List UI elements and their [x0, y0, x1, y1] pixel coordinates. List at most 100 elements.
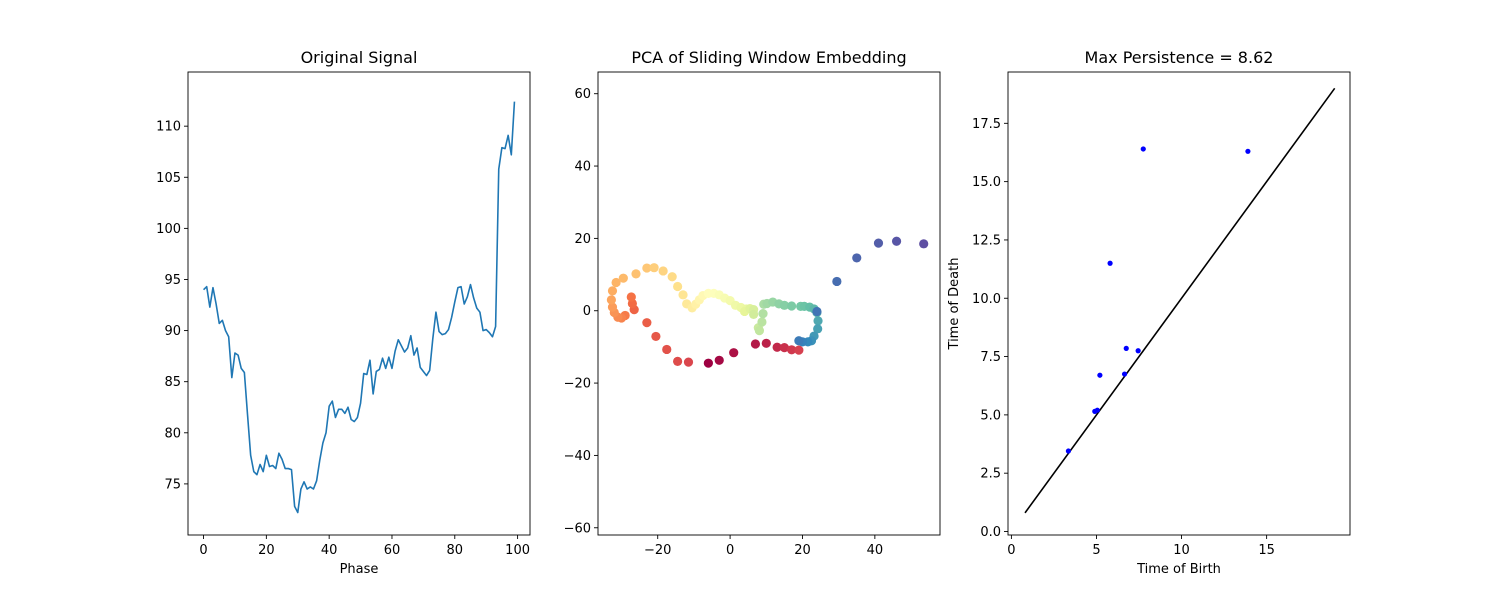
embedding-point — [729, 348, 739, 358]
persistence-point — [1094, 407, 1100, 413]
embedding-point — [873, 238, 884, 248]
embedding-point — [714, 355, 724, 365]
embedding-point — [754, 326, 765, 336]
x-tick-label: 10 — [1173, 543, 1190, 558]
x-tick-label: −20 — [644, 543, 671, 558]
x-tick-label: 60 — [384, 543, 401, 558]
y-tick-label: −60 — [564, 521, 591, 536]
embedding-point — [812, 306, 822, 317]
y-axis-label: Time of Death — [947, 258, 962, 351]
persistence-point — [1107, 260, 1113, 266]
embedding-point — [673, 356, 683, 366]
embedding-point — [779, 343, 789, 353]
x-axis-label: Time of Birth — [1136, 562, 1221, 577]
embedding-point — [631, 269, 641, 279]
embedding-point — [852, 253, 862, 263]
chart-panel-1: Original Signal 0 20 40 60 80 100 75 80 85 90 95 100… — [156, 48, 531, 577]
y-tick-label: 90 — [164, 324, 181, 339]
embedding-point — [683, 357, 694, 367]
chart-panel-2: PCA of Sliding Window Embedding −20 0 20 40 −… — [564, 48, 941, 558]
x-tick-label: 100 — [505, 543, 530, 558]
embedding-point — [758, 309, 768, 319]
x-tick-label: 5 — [1092, 543, 1100, 558]
embedding-point — [658, 266, 668, 276]
y-tick-label: 5.0 — [980, 408, 1001, 423]
embedding-point — [607, 286, 618, 296]
embedding-point — [794, 336, 804, 346]
embedding-point — [678, 290, 688, 300]
x-tick-label: 0 — [1007, 543, 1015, 558]
embedding-point — [787, 345, 797, 355]
y-tick-label: 75 — [164, 477, 181, 492]
x-tick-label: 0 — [726, 543, 734, 558]
y-tick-label: 95 — [164, 273, 181, 288]
embedding-point — [749, 309, 759, 319]
embedding-point — [626, 292, 636, 302]
embedding-point — [813, 316, 823, 326]
embedding-point — [787, 301, 797, 311]
x-tick-label: 20 — [794, 543, 811, 558]
embedding-point — [607, 302, 618, 312]
persistence-point — [1065, 448, 1071, 454]
y-tick-label: 20 — [574, 232, 591, 247]
chart-title: Original Signal — [301, 48, 418, 67]
x-tick-label: 40 — [321, 543, 338, 558]
y-tick-label: 110 — [156, 120, 181, 135]
chart-title: Max Persistence = 8.62 — [1085, 48, 1274, 67]
x-tick-label: 15 — [1258, 543, 1275, 558]
embedding-point — [750, 339, 761, 349]
embedding-point — [611, 277, 621, 288]
x-axis-label: Phase — [340, 562, 379, 577]
embedding-point — [772, 342, 782, 352]
axes-frame — [1007, 71, 1351, 536]
x-tick-label: 0 — [199, 543, 207, 558]
embedding-point — [794, 345, 804, 355]
y-tick-label: 12.5 — [972, 233, 1001, 248]
embedding-point — [606, 295, 616, 305]
embedding-point — [642, 318, 652, 328]
y-tick-label: 105 — [156, 171, 181, 186]
persistence-point — [1121, 371, 1128, 377]
axes-frame — [187, 71, 531, 536]
embedding-point — [618, 273, 628, 283]
y-tick-label: 40 — [574, 160, 591, 175]
embedding-point — [662, 344, 672, 355]
chart-title: PCA of Sliding Window Embedding — [631, 48, 906, 67]
y-tick-label: −40 — [564, 449, 591, 464]
x-tick-label: 40 — [867, 543, 884, 558]
embedding-point — [651, 331, 661, 342]
persistence-point — [1245, 148, 1251, 154]
persistence-point — [1097, 372, 1103, 378]
embedding-point — [919, 239, 929, 249]
y-tick-label: 15.0 — [972, 175, 1001, 190]
y-tick-label: 80 — [164, 426, 181, 441]
axes-frame — [597, 71, 941, 536]
embedding-point — [779, 300, 789, 310]
persistence-point — [1140, 146, 1146, 152]
y-tick-label: 0.0 — [980, 525, 1001, 540]
embedding-point — [761, 338, 771, 348]
embedding-point — [703, 358, 713, 368]
y-tick-label: 17.5 — [972, 117, 1001, 132]
persistence-point — [1135, 348, 1141, 354]
y-tick-label: 2.5 — [980, 467, 1001, 482]
x-tick-label: 20 — [258, 543, 275, 558]
diagonal-line — [1024, 87, 1336, 514]
signal-line — [202, 101, 516, 514]
chart-panel-3: Max Persistence = 8.62 0 5 10 15 0.0 2.5 5.0 7.5… — [947, 48, 1351, 577]
embedding-point — [757, 317, 767, 327]
y-tick-label: 7.5 — [980, 350, 1001, 365]
y-tick-label: 10.0 — [972, 292, 1001, 307]
y-tick-label: 60 — [574, 87, 591, 102]
embedding-point — [673, 281, 683, 292]
x-tick-label: 80 — [447, 543, 464, 558]
y-tick-label: 85 — [164, 375, 181, 390]
embedding-point — [649, 263, 659, 273]
y-tick-label: −20 — [564, 377, 591, 392]
embedding-point — [891, 236, 902, 246]
embedding-point — [813, 324, 823, 334]
persistence-point — [1123, 345, 1129, 351]
embedding-point — [667, 272, 677, 282]
y-tick-label: 0 — [583, 304, 591, 319]
